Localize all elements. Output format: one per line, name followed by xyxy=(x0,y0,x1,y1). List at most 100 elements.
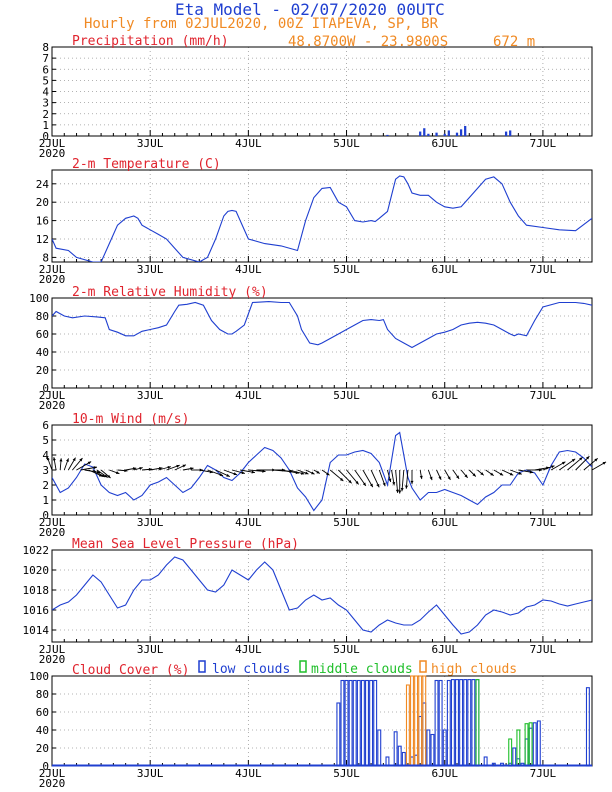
wind-vector-head xyxy=(594,458,598,462)
wind-vector xyxy=(59,458,63,471)
wind-vector xyxy=(387,469,392,483)
wind-vector xyxy=(477,469,485,476)
wind-vector xyxy=(378,469,386,487)
wind-vector-head xyxy=(602,461,607,465)
wind-vector-head xyxy=(586,456,590,460)
wind-vector xyxy=(321,469,330,476)
wind-vector-head xyxy=(59,458,63,462)
wind-vector xyxy=(493,469,504,476)
wind-vector-head xyxy=(176,464,180,468)
wind-vector-head xyxy=(52,457,56,461)
wind-vector-head xyxy=(93,466,97,470)
y-tick-label: 2 xyxy=(42,108,49,121)
bar-precipitation xyxy=(455,132,459,136)
x-tick-label: 5JUL xyxy=(333,643,360,656)
bar-low-clouds xyxy=(365,679,369,767)
bar-low-clouds xyxy=(471,679,476,767)
wind-vector xyxy=(444,469,451,481)
panel-pressure: 1014 1016 1018 1020 1022 2JUL 3JUL 4JUL 5JUL 6JUL… xyxy=(23,537,593,666)
wind-vector-head xyxy=(499,472,504,476)
wind-vector xyxy=(575,455,590,471)
legend-swatch-low xyxy=(198,660,206,673)
panel-cloud-cover: 0 20 40 60 80 100 2JUL 3JUL 4JUL 5JUL 6JUL 7JUL 2020… xyxy=(29,663,593,790)
wind-vector-head xyxy=(262,469,266,473)
wind-vector-head xyxy=(464,474,468,478)
plot-frame xyxy=(51,675,593,767)
wind-vector xyxy=(72,457,83,471)
y-tick-label: 2 xyxy=(42,479,49,492)
wind-vector-head xyxy=(400,488,404,492)
x-year-label: 2020 xyxy=(39,653,66,666)
x-tick-label: 6JUL xyxy=(431,643,458,656)
wind-vector-head xyxy=(355,481,359,485)
x-tick-label: 3JUL xyxy=(137,643,164,656)
x-year-label: 2020 xyxy=(39,777,66,790)
panel-temperature: 8 12 16 20 24 2JUL 3JUL 4JUL 5JUL 6JUL 7JUL 2020 2-m… xyxy=(36,157,593,286)
x-tick-label: 6JUL xyxy=(431,137,458,150)
x-tick-label: 3JUL xyxy=(137,389,164,402)
wind-vector-head xyxy=(167,465,171,469)
wind-vector-head xyxy=(305,471,309,475)
wind-vector xyxy=(76,461,92,471)
wind-vector-head xyxy=(490,472,494,476)
y-tick-label: 40 xyxy=(36,346,49,359)
x-tick-label: 7JUL xyxy=(530,767,557,780)
wind-vector xyxy=(405,469,409,489)
y-tick-label: 4 xyxy=(42,86,49,99)
bar-precipitation xyxy=(435,132,438,136)
x-tick-label: 4JUL xyxy=(235,389,262,402)
bar-high-clouds xyxy=(414,675,419,767)
x-tick-label: 3JUL xyxy=(137,263,164,276)
wind-vector xyxy=(100,469,111,479)
wind-vector-shaft xyxy=(567,456,583,471)
bar-low-clouds xyxy=(360,679,365,767)
wind-vector xyxy=(46,456,53,471)
x-tick-label: 3JUL xyxy=(137,516,164,529)
wind-vector xyxy=(501,469,514,476)
x-tick-label: 2JUL xyxy=(39,767,66,780)
x-tick-label: 5JUL xyxy=(333,137,360,150)
wind-vector-head xyxy=(419,475,423,480)
wind-vector-head xyxy=(241,471,245,475)
wind-vector xyxy=(485,469,494,477)
wind-vector-head xyxy=(561,461,566,465)
y-tick-label: 0 xyxy=(42,760,49,773)
bar-low-clouds xyxy=(532,722,537,767)
x-tick-label: 7JUL xyxy=(530,643,557,656)
bar-low-clouds xyxy=(356,679,361,767)
y-tick-label: 6 xyxy=(42,419,49,432)
wind-vector-head xyxy=(392,481,396,486)
bar-low-clouds xyxy=(348,679,353,767)
header-subtitle: Hourly from 02JUL2020, 00Z ITAPEVA, SP, … xyxy=(84,16,439,32)
bar-precipitation xyxy=(464,125,467,136)
wind-vector xyxy=(182,467,194,471)
bar-low-clouds xyxy=(585,687,590,767)
x-tick-label: 7JUL xyxy=(530,137,557,150)
wind-vector-shaft xyxy=(559,458,576,471)
wind-vector xyxy=(52,457,57,471)
wind-vector xyxy=(427,469,433,481)
y-tick-label: 8 xyxy=(42,251,49,264)
x-year-label: 2020 xyxy=(39,526,66,539)
header-title: Eta Model - 02/07/2020 00UTC xyxy=(175,0,445,19)
x-tick-label: 2JUL xyxy=(39,137,66,150)
panel-wind: 0 1 2 3 4 5 6 2JUL 3JUL 4JUL 5JUL 6JUL 7JUL 2020 10-m … xyxy=(39,412,607,539)
bar-precipitation xyxy=(427,133,430,136)
wind-vector-head xyxy=(529,470,534,474)
wind-vector xyxy=(559,458,576,471)
bar-low-clouds xyxy=(344,679,349,767)
wind-vector xyxy=(362,469,374,488)
y-tick-label: 100 xyxy=(29,670,49,683)
wind-vector xyxy=(400,469,405,492)
wind-vector-head xyxy=(132,467,137,471)
wind-vector xyxy=(346,469,359,485)
wind-vector-head xyxy=(376,483,380,488)
wind-vector xyxy=(297,469,309,475)
legend-label-high: high clouds xyxy=(431,662,517,677)
x-tick-label: 2JUL xyxy=(39,263,66,276)
bar-precipitation xyxy=(443,133,446,136)
wind-vector xyxy=(92,469,106,478)
wind-vector xyxy=(231,469,246,475)
bar-low-clouds xyxy=(336,702,341,767)
